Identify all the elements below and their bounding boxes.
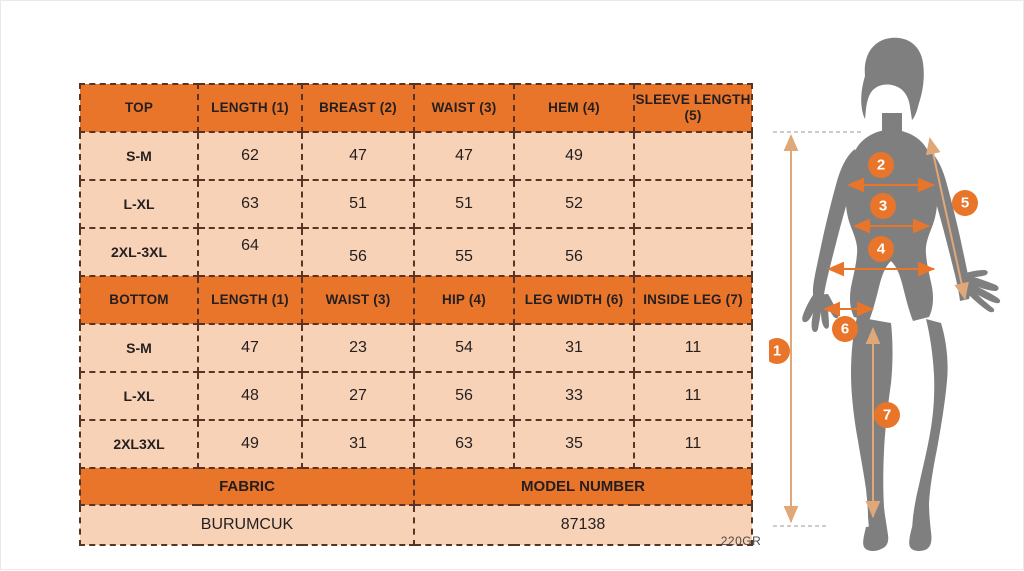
cell-top-sm-waist: 47 bbox=[413, 131, 515, 181]
cell-bottom-2xl3xl-waist: 31 bbox=[301, 419, 415, 469]
badge-label: 1 bbox=[773, 343, 781, 360]
row-label-top-lxl: L-XL bbox=[79, 179, 199, 229]
footer-value-model: 87138 bbox=[413, 504, 753, 546]
measurement-figure: 1 2 3 4 5 bbox=[769, 21, 1024, 566]
header-top-length: LENGTH (1) bbox=[197, 83, 303, 133]
cell-bottom-sm-waist: 23 bbox=[301, 323, 415, 373]
cell-bottom-lxl-leg-width: 33 bbox=[513, 371, 635, 421]
badge-label: 4 bbox=[877, 241, 886, 258]
row-label-bottom-2xl3xl: 2XL3XL bbox=[79, 419, 199, 469]
badge-4-hip: 4 bbox=[868, 236, 894, 262]
table-row: L-XL 48 27 56 33 11 bbox=[79, 371, 753, 421]
cell-bottom-sm-leg-width: 31 bbox=[513, 323, 635, 373]
row-label-bottom-sm: S-M bbox=[79, 323, 199, 373]
cell-bottom-2xl3xl-leg-width: 35 bbox=[513, 419, 635, 469]
table-row: S-M 62 47 47 49 bbox=[79, 131, 753, 181]
badge-3-waist: 3 bbox=[870, 193, 896, 219]
header-top-hem: HEM (4) bbox=[513, 83, 635, 133]
cell-bottom-2xl3xl-inside-leg: 11 bbox=[633, 419, 753, 469]
badge-label: 7 bbox=[883, 407, 891, 424]
cell-bottom-lxl-hip: 56 bbox=[413, 371, 515, 421]
cell-value: 56 bbox=[349, 248, 367, 265]
cell-top-lxl-waist: 51 bbox=[413, 179, 515, 229]
size-chart-table: TOP LENGTH (1) BREAST (2) WAIST (3) HEM … bbox=[79, 83, 753, 546]
cell-bottom-lxl-length: 48 bbox=[197, 371, 303, 421]
cell-top-sm-hem: 49 bbox=[513, 131, 635, 181]
table-row: S-M 47 23 54 31 11 bbox=[79, 323, 753, 373]
badge-7-inside-leg: 7 bbox=[874, 402, 900, 428]
header-bottom-hip: HIP (4) bbox=[413, 275, 515, 325]
cell-top-lxl-sleeve bbox=[633, 179, 753, 229]
badge-label: 2 bbox=[877, 157, 885, 174]
header-top: TOP bbox=[79, 83, 199, 133]
cell-top-sm-breast: 47 bbox=[301, 131, 415, 181]
top-section-header-row: TOP LENGTH (1) BREAST (2) WAIST (3) HEM … bbox=[79, 83, 753, 133]
cell-top-sm-sleeve bbox=[633, 131, 753, 181]
footer-value-row: BURUMCUK 87138 bbox=[79, 504, 753, 546]
header-bottom-inside-leg: INSIDE LEG (7) bbox=[633, 275, 753, 325]
row-label-top-sm: S-M bbox=[79, 131, 199, 181]
cell-bottom-sm-hip: 54 bbox=[413, 323, 515, 373]
badge-2-breast: 2 bbox=[868, 152, 894, 178]
header-top-breast: BREAST (2) bbox=[301, 83, 415, 133]
badge-1-total-length: 1 bbox=[769, 338, 790, 364]
measure-line-sleeve bbox=[925, 137, 969, 300]
fabric-weight-label: 220GR bbox=[720, 534, 762, 548]
badge-6-leg-width: 6 bbox=[832, 316, 858, 342]
badge-5-sleeve-length: 5 bbox=[952, 190, 978, 216]
cell-top-lxl-length: 63 bbox=[197, 179, 303, 229]
cell-bottom-2xl3xl-length: 49 bbox=[197, 419, 303, 469]
female-silhouette-icon bbox=[802, 37, 1001, 552]
cell-top-2xl3xl-waist: 55 bbox=[413, 227, 515, 277]
header-bottom-waist: WAIST (3) bbox=[301, 275, 415, 325]
badge-label: 6 bbox=[841, 321, 849, 338]
cell-bottom-sm-length: 47 bbox=[197, 323, 303, 373]
badge-label: 5 bbox=[961, 195, 969, 212]
cell-top-sm-length: 62 bbox=[197, 131, 303, 181]
header-top-sleeve: SLEEVE LENGTH (5) bbox=[633, 83, 753, 133]
cell-bottom-lxl-waist: 27 bbox=[301, 371, 415, 421]
cell-bottom-sm-inside-leg: 11 bbox=[633, 323, 753, 373]
footer-label-fabric: FABRIC bbox=[79, 467, 415, 506]
footer-label-model: MODEL NUMBER bbox=[413, 467, 753, 506]
badge-label: 3 bbox=[879, 198, 887, 215]
footer-header-row: FABRIC MODEL NUMBER bbox=[79, 467, 753, 506]
cell-value: 56 bbox=[565, 248, 583, 265]
header-top-waist: WAIST (3) bbox=[413, 83, 515, 133]
cell-value: 64 bbox=[241, 237, 259, 254]
cell-bottom-2xl3xl-hip: 63 bbox=[413, 419, 515, 469]
cell-top-2xl3xl-sleeve bbox=[633, 227, 753, 277]
bottom-section-header-row: BOTTOM LENGTH (1) WAIST (3) HIP (4) LEG … bbox=[79, 275, 753, 325]
row-label-bottom-lxl: L-XL bbox=[79, 371, 199, 421]
cell-top-2xl3xl-breast: 56 bbox=[301, 227, 415, 277]
header-bottom-leg-width: LEG WIDTH (6) bbox=[513, 275, 635, 325]
table-row: L-XL 63 51 51 52 bbox=[79, 179, 753, 229]
row-label-top-2xl3xl: 2XL-3XL bbox=[79, 227, 199, 277]
cell-top-2xl3xl-hem: 56 bbox=[513, 227, 635, 277]
table-row: 2XL3XL 49 31 63 35 11 bbox=[79, 419, 753, 469]
cell-top-2xl3xl-length: 64 bbox=[197, 227, 303, 277]
cell-top-lxl-breast: 51 bbox=[301, 179, 415, 229]
cell-bottom-lxl-inside-leg: 11 bbox=[633, 371, 753, 421]
cell-top-lxl-hem: 52 bbox=[513, 179, 635, 229]
header-bottom-length: LENGTH (1) bbox=[197, 275, 303, 325]
cell-value: 55 bbox=[455, 248, 473, 265]
footer-value-fabric: BURUMCUK bbox=[79, 504, 415, 546]
header-bottom: BOTTOM bbox=[79, 275, 199, 325]
table-row: 2XL-3XL 64 56 55 56 bbox=[79, 227, 753, 277]
